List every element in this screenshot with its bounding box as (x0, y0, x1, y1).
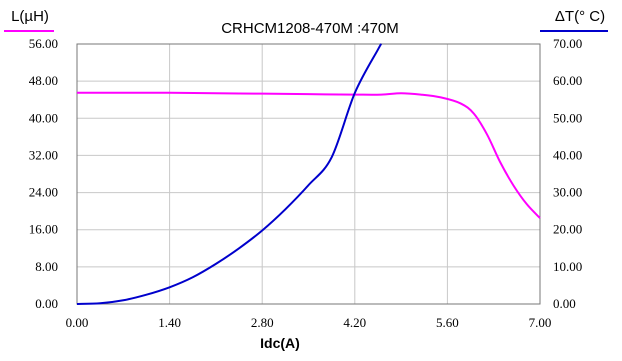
left-axis-label: L(µH) (11, 8, 49, 25)
right-tick-label: 0.00 (553, 296, 576, 311)
inductance-line (76, 91, 541, 219)
x-tick-label: 7.00 (529, 315, 552, 330)
right-tick-label: 40.00 (553, 147, 582, 162)
left-tick-label: 56.00 (29, 36, 58, 51)
temperature-rise-line (76, 43, 383, 305)
x-tick-label: 1.40 (158, 315, 181, 330)
x-tick-label: 2.80 (251, 315, 274, 330)
left-tick-label: 0.00 (35, 296, 58, 311)
right-tick-label: 60.00 (553, 73, 582, 88)
left-tick-label: 40.00 (29, 110, 58, 125)
x-tick-label: 4.20 (343, 315, 366, 330)
right-tick-label: 50.00 (553, 110, 582, 125)
right-tick-label: 10.00 (553, 259, 582, 274)
left-tick-label: 32.00 (29, 147, 58, 162)
right-tick-label: 30.00 (553, 185, 582, 200)
right-axis-label: ΔT(° C) (555, 8, 605, 25)
left-tick-label: 8.00 (35, 259, 58, 274)
plot-frame (76, 43, 541, 305)
x-tick-label: 5.60 (436, 315, 459, 330)
x-tick-label: 0.00 (66, 315, 89, 330)
right-tick-label: 20.00 (553, 222, 582, 237)
right-tick-label: 70.00 (553, 36, 582, 51)
left-tick-label: 24.00 (29, 185, 58, 200)
left-tick-label: 48.00 (29, 73, 58, 88)
left-tick-label: 16.00 (29, 222, 58, 237)
chart-title: CRHCM1208-470M :470M (221, 20, 399, 37)
grid (77, 44, 540, 304)
x-axis-label: Idc(A) (260, 335, 300, 351)
